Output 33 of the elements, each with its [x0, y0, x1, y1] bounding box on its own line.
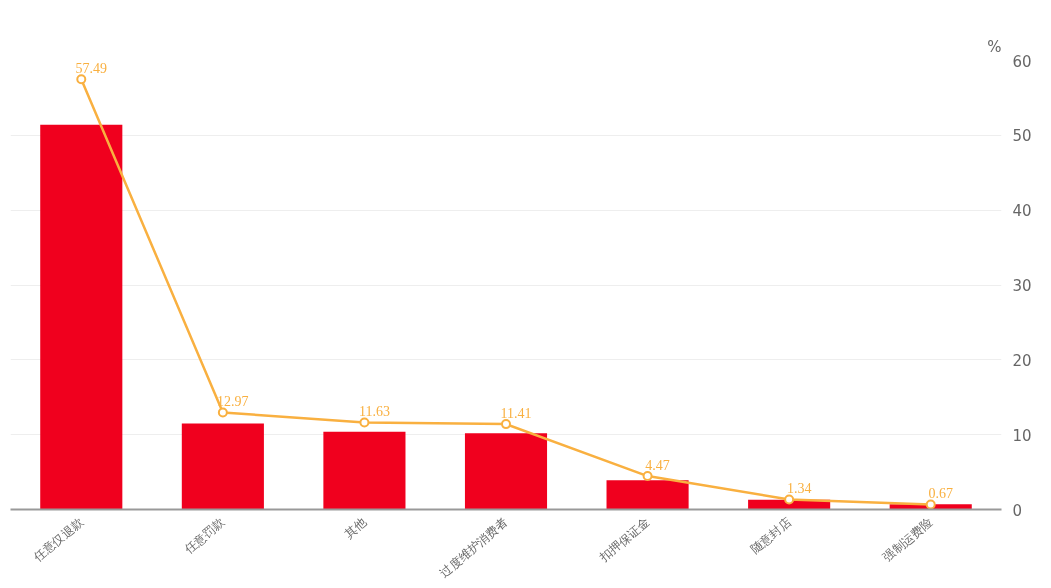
bar: [323, 431, 406, 510]
data-label: 11.63: [358, 404, 390, 420]
data-label: 57.49: [75, 61, 108, 77]
point: [359, 417, 370, 428]
y-tick-label: 30: [1012, 277, 1032, 295]
x-tick-label: 其他: [341, 515, 369, 542]
y-tick-label: 0: [1012, 501, 1023, 520]
point: [925, 499, 936, 510]
bar: [464, 433, 548, 510]
y-axis-title: %: [987, 37, 1002, 56]
x-tick-label: 扣押保证金: [596, 515, 653, 566]
data-label: 0.67: [928, 486, 953, 502]
x-tick-label: 过度维护消费者: [437, 515, 511, 580]
y-tick-label: 60: [1012, 52, 1032, 71]
y-tick-label: 20: [1012, 351, 1032, 370]
point: [76, 74, 87, 85]
point: [642, 471, 653, 482]
point: [501, 419, 511, 430]
bar: [40, 124, 123, 510]
x-tick-label: 随意封店: [747, 515, 794, 557]
y-tick-label: 50: [1012, 127, 1032, 146]
data-label: 1.34: [786, 481, 812, 497]
x-tick-label: 强制运费险: [880, 515, 936, 565]
point: [784, 494, 795, 505]
data-label: 4.47: [645, 458, 670, 474]
data-label: 11.41: [500, 406, 532, 422]
x-tick-label: 任意罚款: [180, 515, 228, 558]
x-tick-label: 任意仅退款: [30, 515, 86, 566]
y-tick-label: 40: [1012, 202, 1032, 221]
point: [217, 407, 228, 418]
bar: [606, 480, 689, 510]
y-tick-label: 10: [1012, 426, 1032, 445]
bar: [181, 423, 264, 510]
